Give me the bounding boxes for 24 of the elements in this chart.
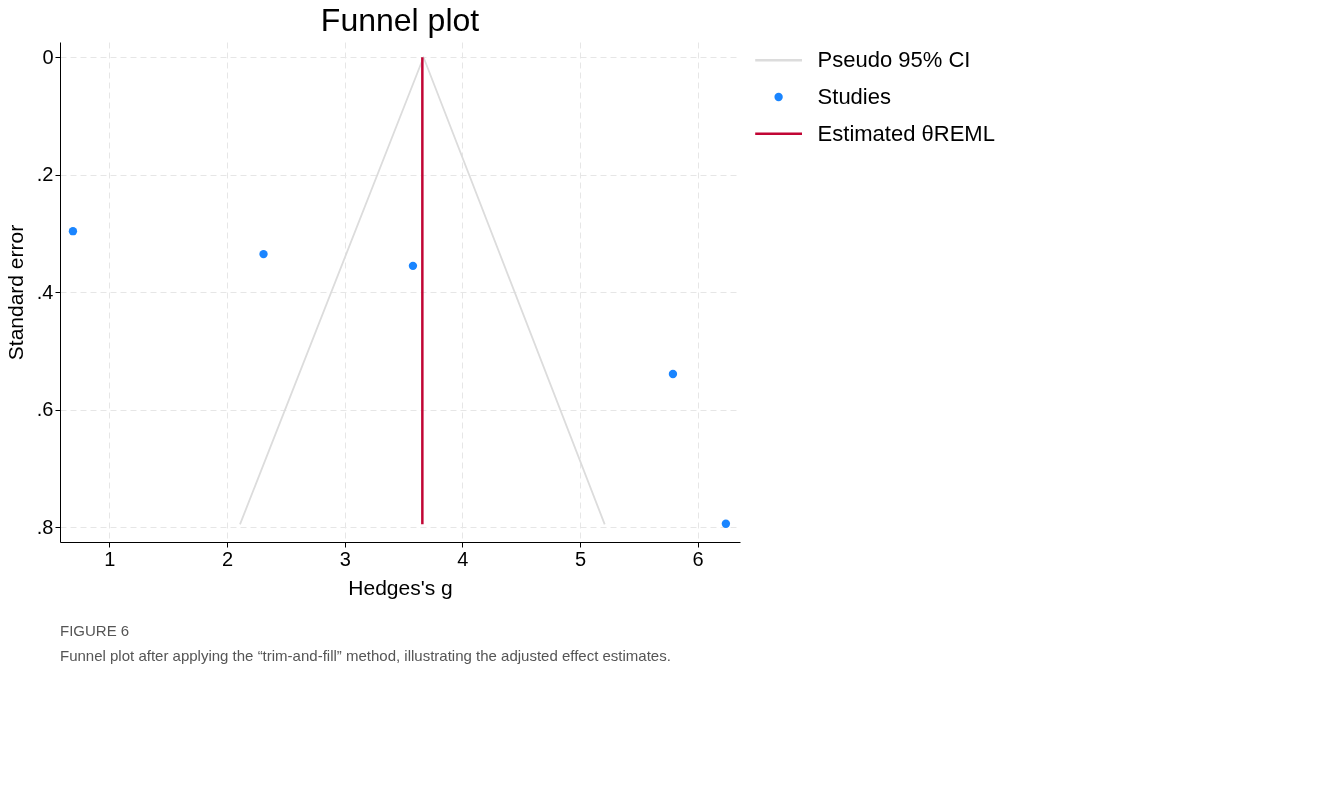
x-tick-label: 4	[457, 547, 469, 570]
point	[408, 261, 418, 271]
chart-title: Funnel plot	[320, 2, 480, 38]
y-tick-label: .2	[36, 163, 54, 186]
y-tick-label: .4	[36, 280, 54, 303]
x-axis-title: Hedges's g	[348, 575, 453, 599]
x-tick-label: 1	[104, 547, 116, 570]
x-tick-label: 3	[339, 547, 351, 570]
legend-label: Studies	[817, 84, 891, 109]
caption: FIGURE 6	[60, 621, 130, 639]
y-tick-label: .6	[36, 398, 54, 421]
point	[68, 227, 78, 236]
y-tick-label: 0	[42, 45, 54, 68]
legend-label: Pseudo 95% CI	[817, 47, 971, 73]
legend-label: Estimated θREML	[817, 120, 995, 146]
y-tick-label: .8	[36, 515, 54, 538]
point	[721, 519, 731, 528]
point	[259, 249, 268, 259]
point	[668, 369, 678, 379]
y-axis-title: Standard error	[3, 224, 27, 361]
text: Funnel plot after applying the “trim-and-fill” method, illustrating the adjusted effect estimates.	[60, 646, 671, 664]
x-tick-label: 2	[222, 547, 234, 570]
x-tick-label: 6	[692, 547, 704, 570]
x-tick-label: 5	[574, 547, 587, 570]
